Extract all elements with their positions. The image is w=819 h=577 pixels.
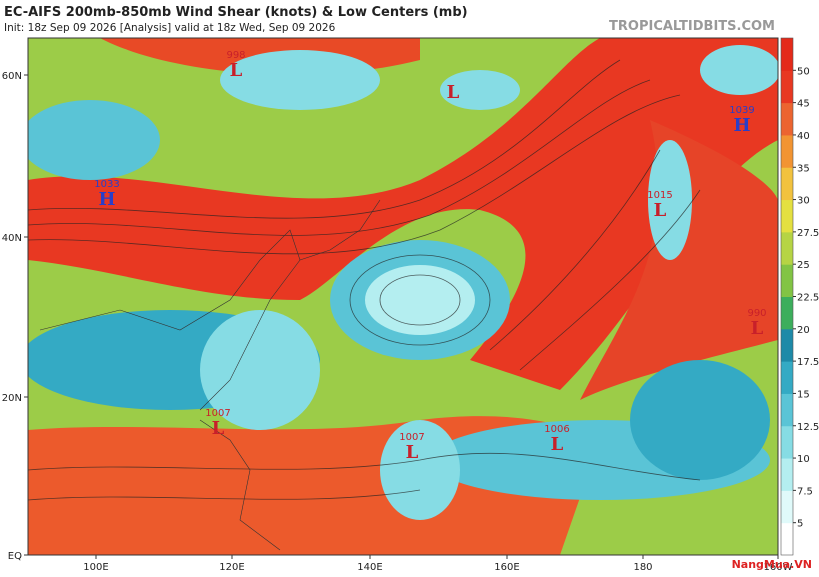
- lon-label: 160E: [494, 562, 519, 573]
- center-pressure: 1006: [544, 424, 569, 435]
- center-symbol: H: [733, 115, 750, 136]
- lon-label: 120E: [219, 562, 244, 573]
- colorbar-label: 50: [797, 66, 810, 77]
- center-symbol: L: [551, 434, 564, 455]
- colorbar-label: 22.5: [797, 293, 819, 304]
- colorbar-label: 17.5: [797, 357, 819, 368]
- shear-field: [28, 38, 778, 555]
- colorbar-swatch: [781, 102, 793, 136]
- center-symbol: L: [230, 60, 243, 81]
- colorbar: 5 7.5 10 12.5 15 17.5 20 22.5 25 27.5 30 35 40 45 50: [780, 37, 819, 556]
- colorbar-swatch: [781, 70, 793, 104]
- lat-label: 40N: [2, 233, 22, 244]
- lon-label: 180: [633, 562, 652, 573]
- colorbar-swatch: [781, 231, 793, 265]
- colorbar-swatch: [781, 393, 793, 427]
- axes: 60N 40N 20N EQ 100E 120E 140E 160E 180 160W: [2, 71, 793, 573]
- colorbar-label: 40: [797, 131, 810, 142]
- colorbar-label: 20: [797, 325, 810, 336]
- colorbar-swatch: [781, 328, 793, 362]
- plot-frame: [27, 37, 779, 556]
- colorbar-label: 25: [797, 260, 810, 271]
- center-pressure: 1039: [729, 105, 754, 116]
- colorbar-swatch: [781, 361, 793, 394]
- source: TROPICALTIDBITS.COM: [609, 19, 775, 34]
- colorbar-swatch: [781, 296, 793, 330]
- colorbar-label: 35: [797, 163, 810, 174]
- colorbar-swatch: [781, 167, 793, 201]
- colorbar-swatch: [781, 522, 793, 556]
- center-symbol: L: [751, 318, 764, 339]
- lon-label: 140E: [357, 562, 382, 573]
- colorbar-label: 7.5: [797, 486, 813, 497]
- colorbar-swatch: [781, 490, 793, 524]
- colorbar-swatch: [781, 199, 793, 233]
- subtitle: Init: 18z Sep 09 2026 [Analysis] valid a…: [4, 22, 336, 34]
- title: EC-AIFS 200mb-850mb Wind Shear (knots) &…: [4, 5, 468, 20]
- colorbar-label: 27.5: [797, 228, 819, 239]
- center-pressure: 1007: [205, 408, 230, 419]
- colorbar-swatch: [781, 425, 793, 459]
- colorbar-label: 12.5: [797, 422, 819, 433]
- center-symbol: L: [406, 442, 419, 463]
- center-pressure: 1015: [647, 190, 672, 201]
- watermark: NangMua.VN: [732, 558, 812, 571]
- center-symbol: L: [212, 418, 225, 439]
- colorbar-label: 15: [797, 389, 810, 400]
- colorbar-swatch: [781, 458, 793, 491]
- center-symbol: L: [447, 82, 460, 103]
- center-pressure: 1033: [94, 179, 119, 190]
- lat-label: 20N: [2, 393, 22, 404]
- colorbar-swatch: [781, 38, 793, 71]
- center-pressure: 990: [747, 308, 766, 319]
- lat-label: EQ: [8, 551, 22, 562]
- colorbar-label: 45: [797, 99, 810, 110]
- colorbar-label: 10: [797, 454, 810, 465]
- lon-label: 160W: [764, 562, 793, 573]
- colorbar-label: 30: [797, 196, 810, 207]
- colorbar-label: 5: [797, 519, 803, 530]
- colorbar-swatch: [781, 264, 793, 297]
- center-pressure: 998: [226, 50, 245, 61]
- lon-label: 100E: [83, 562, 108, 573]
- lat-label: 60N: [2, 71, 22, 82]
- center-symbol: H: [98, 189, 115, 210]
- center-pressure: 1007: [399, 432, 424, 443]
- colorbar-swatch: [781, 134, 793, 168]
- center-symbol: L: [654, 200, 667, 221]
